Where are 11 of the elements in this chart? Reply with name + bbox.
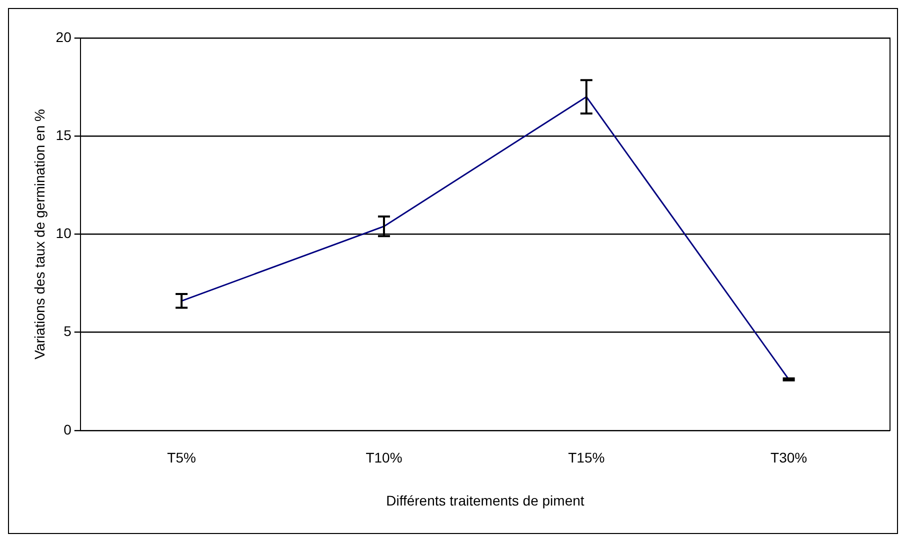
x-tick-label: T5%	[167, 450, 196, 466]
y-tick-label: 20	[56, 28, 72, 45]
x-axis-title: Différents traitements de piment	[386, 492, 584, 508]
y-tick-label: 15	[56, 126, 72, 143]
y-axis-title: Variations des taux de germination en %	[31, 109, 48, 360]
y-tick-label: 10	[56, 225, 72, 242]
x-tick-label: T10%	[366, 450, 402, 466]
x-tick-label: T15%	[568, 450, 605, 466]
y-tick-label: 5	[64, 323, 72, 340]
y-tick-label: 0	[64, 421, 72, 438]
x-tick-label: T30%	[770, 450, 808, 466]
